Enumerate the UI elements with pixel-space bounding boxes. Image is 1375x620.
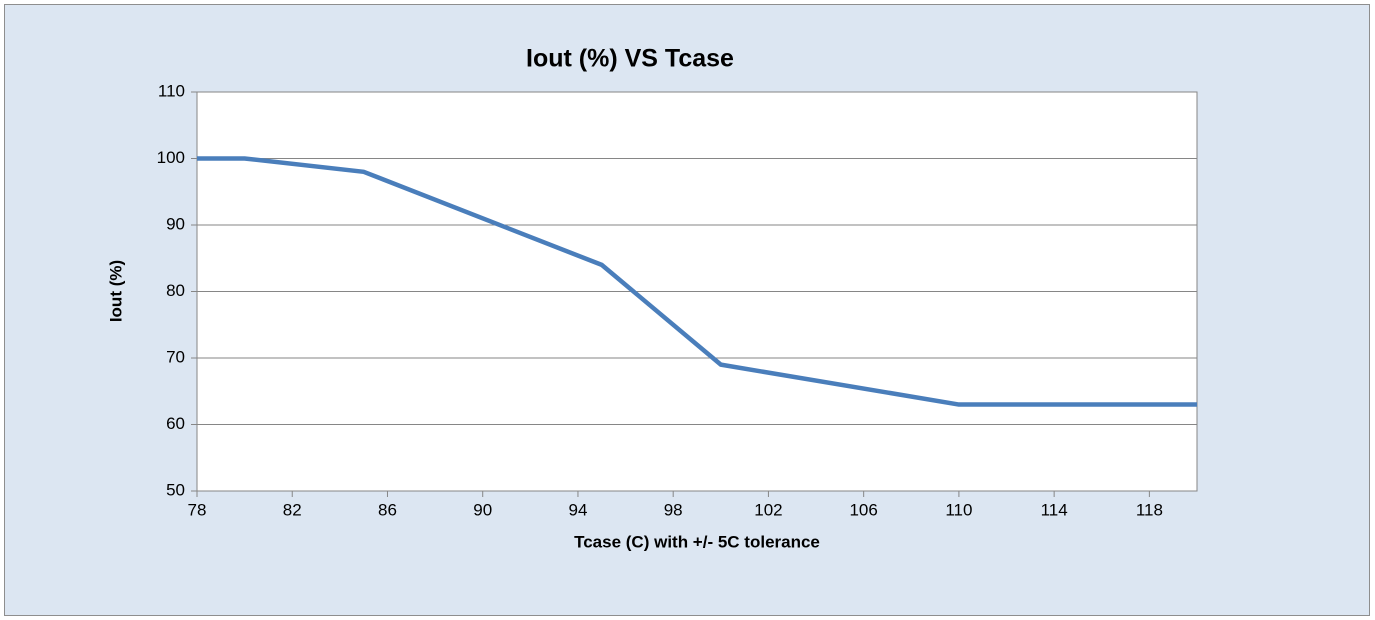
x-tick-label: 110 xyxy=(945,500,972,519)
chart-title: Iout (%) VS Tcase xyxy=(526,45,734,73)
x-tick-label: 102 xyxy=(754,500,782,519)
y-tick-label: 80 xyxy=(166,281,185,300)
x-tick-label: 98 xyxy=(664,500,683,519)
y-tick-label: 100 xyxy=(157,148,185,167)
y-tick-label: 110 xyxy=(158,81,185,100)
y-axis-label: Iout (%) xyxy=(106,260,125,322)
y-tick-label: 50 xyxy=(166,480,185,499)
x-axis-label: Tcase (C) with +/- 5C tolerance xyxy=(574,532,820,551)
x-tick-label: 86 xyxy=(378,500,397,519)
x-tick-label: 90 xyxy=(473,500,492,519)
data-line xyxy=(197,156,1197,407)
x-tick-label: 106 xyxy=(849,500,877,519)
x-tick-label: 118 xyxy=(1136,500,1163,519)
x-tick-label: 114 xyxy=(1041,500,1068,519)
x-tick-label: 82 xyxy=(283,500,302,519)
x-tick-label: 78 xyxy=(188,500,207,519)
y-tick-label: 70 xyxy=(166,347,185,366)
x-tick-label: 94 xyxy=(568,500,587,519)
y-tick-label: 60 xyxy=(166,414,185,433)
y-tick-label: 90 xyxy=(166,214,185,233)
